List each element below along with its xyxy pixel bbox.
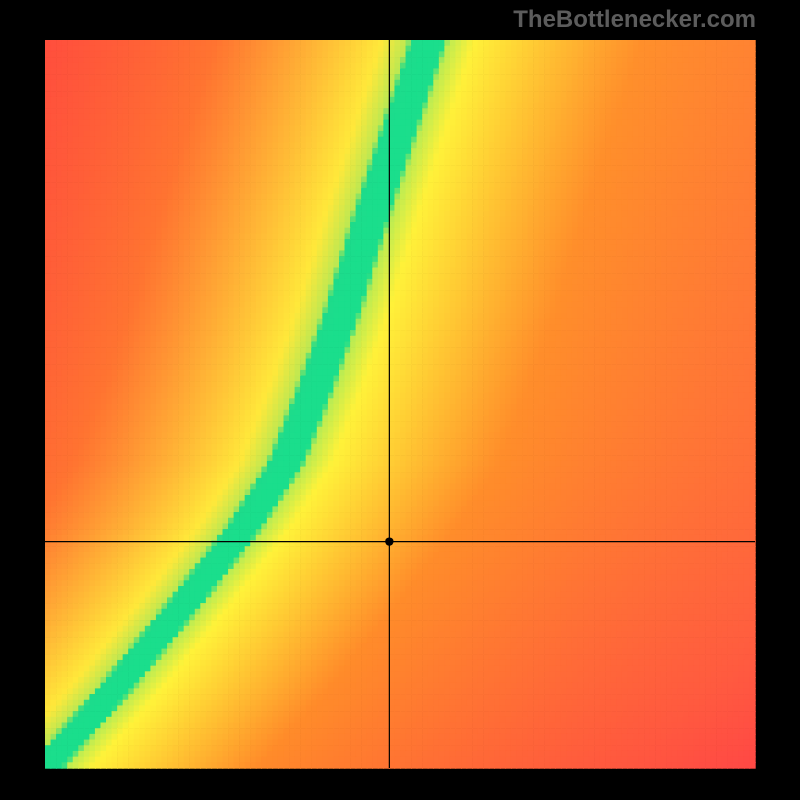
bottleneck-heatmap [0,0,800,800]
watermark-text: TheBottlenecker.com [513,6,756,34]
